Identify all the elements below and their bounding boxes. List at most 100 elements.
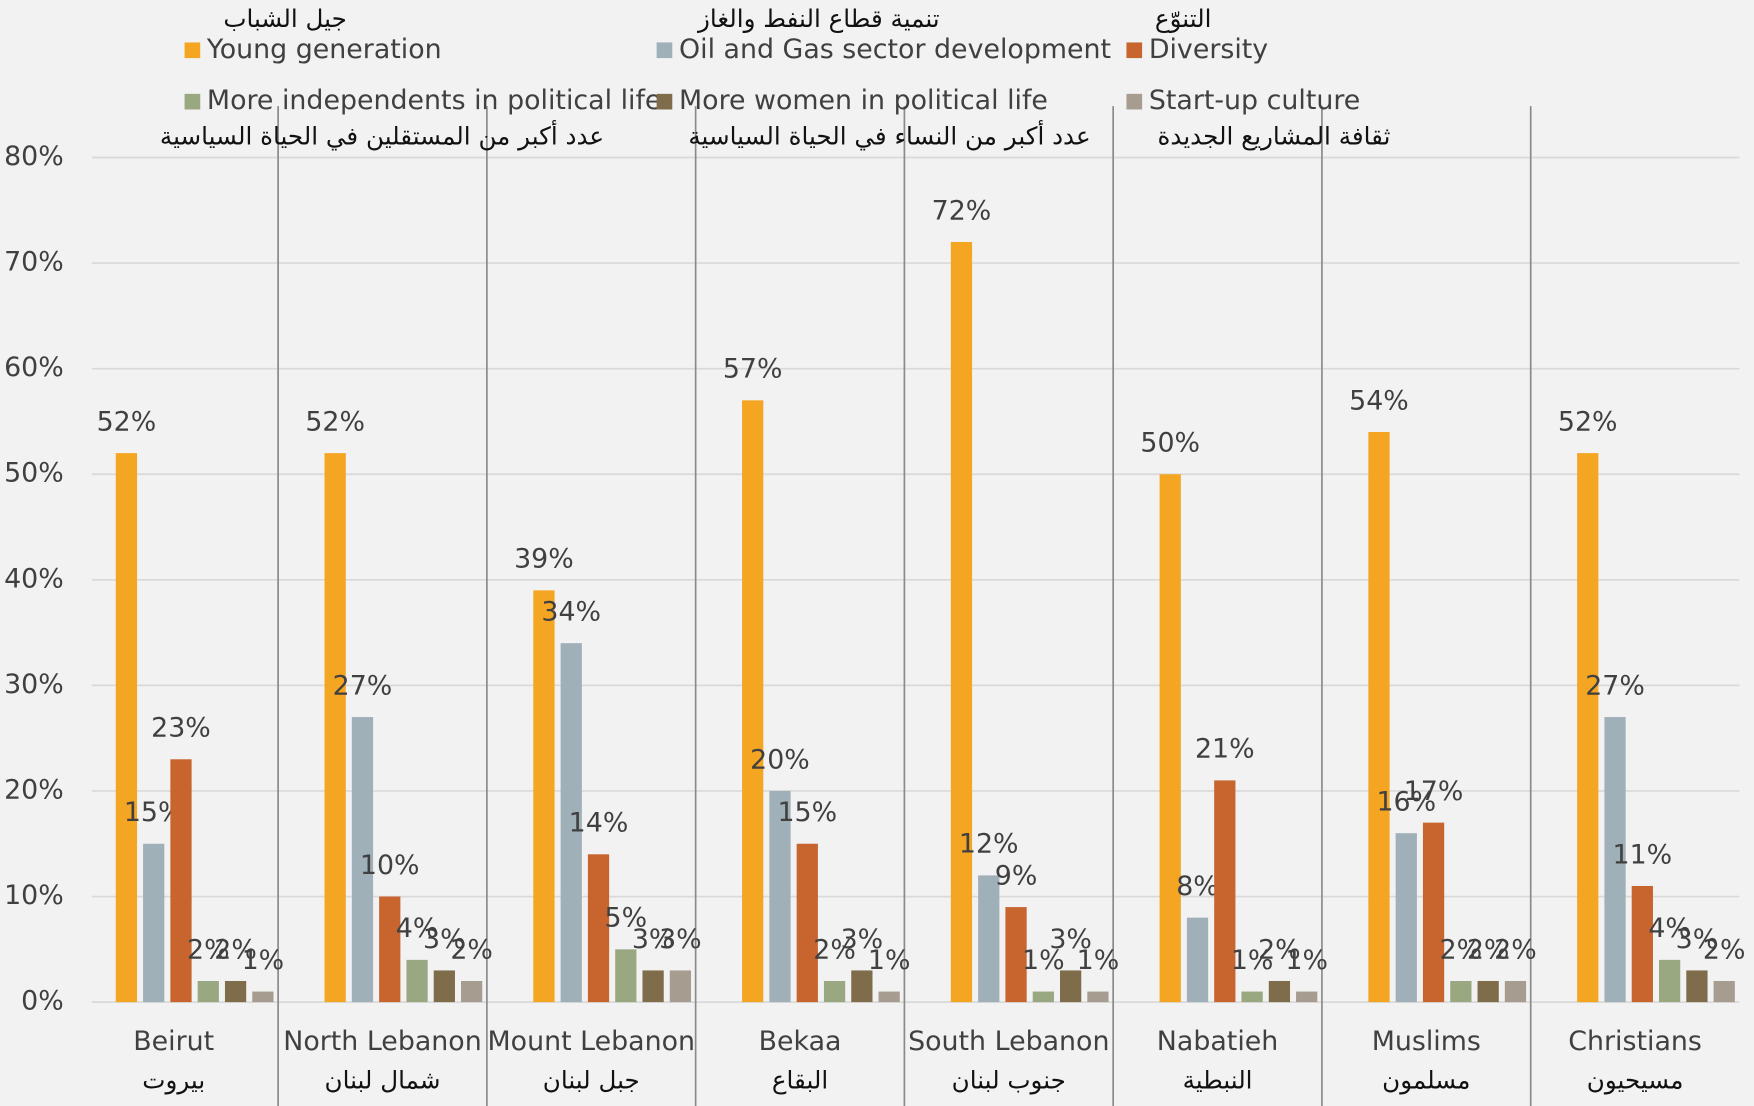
- x-tick-label: Bekaa: [759, 1026, 842, 1057]
- bar: [115, 453, 138, 1003]
- bar: [1005, 907, 1027, 1003]
- y-tick-label: 10%: [4, 880, 64, 911]
- bar: [1659, 959, 1681, 1003]
- x-tick-label: Christians: [1568, 1026, 1702, 1057]
- data-label: 27%: [1585, 670, 1645, 701]
- data-label: 2%: [1703, 934, 1746, 965]
- legend-label-ar: جيل الشباب: [223, 4, 346, 33]
- legend-label: Start-up culture: [1149, 85, 1360, 116]
- x-tick-label-ar: النبطية: [1183, 1065, 1253, 1094]
- data-label: 52%: [1558, 406, 1618, 437]
- data-label: 8%: [1176, 871, 1219, 902]
- bar: [170, 759, 192, 1003]
- legend-label: Oil and Gas sector development: [679, 34, 1111, 65]
- data-label: 52%: [97, 406, 157, 437]
- bar: [950, 241, 973, 1003]
- data-label: 34%: [541, 597, 601, 628]
- data-label: 72%: [932, 195, 992, 226]
- bar: [1060, 970, 1082, 1003]
- y-tick-label: 80%: [4, 141, 64, 172]
- bar: [351, 717, 374, 1003]
- data-label: 11%: [1613, 839, 1673, 870]
- data-label: 3%: [632, 924, 675, 955]
- bar: [1087, 991, 1109, 1003]
- bar: [197, 980, 219, 1003]
- legend-label-ar: عدد أكبر من النساء في الحياة السياسية: [688, 119, 1090, 150]
- bar: [1368, 432, 1390, 1003]
- bar: [1032, 991, 1054, 1003]
- bar: [1450, 980, 1472, 1003]
- x-tick-label: Beirut: [133, 1026, 214, 1057]
- data-label: 2%: [1258, 934, 1301, 965]
- data-label: 2%: [187, 934, 230, 965]
- legend-swatch: [656, 93, 673, 110]
- bar: [1268, 980, 1291, 1003]
- data-label: 4%: [396, 913, 439, 944]
- bar: [560, 643, 582, 1003]
- legend-swatch: [1126, 93, 1143, 110]
- bar: [978, 875, 1000, 1003]
- bar: [1159, 474, 1181, 1003]
- data-label: 39%: [514, 544, 574, 575]
- bar: [533, 590, 555, 1003]
- x-tick-label: South Lebanon: [908, 1026, 1109, 1057]
- bar: [642, 970, 664, 1003]
- x-tick-label-ar: مسيحيون: [1587, 1065, 1684, 1094]
- data-label: 2%: [1467, 934, 1510, 965]
- bar: [1477, 980, 1499, 1003]
- data-label: 27%: [333, 670, 393, 701]
- legend-label-ar: التنوّع: [1155, 4, 1212, 33]
- bar: [224, 980, 247, 1003]
- data-label: 16%: [1376, 787, 1436, 818]
- bar: [1186, 917, 1209, 1003]
- bar: [433, 970, 455, 1003]
- bar: [461, 980, 483, 1003]
- bar: [823, 980, 846, 1003]
- data-label: 54%: [1349, 385, 1409, 416]
- bar: [769, 790, 791, 1003]
- bar: [851, 970, 873, 1003]
- bar: [1604, 717, 1626, 1003]
- data-label: 1%: [1022, 945, 1065, 976]
- data-label: 3%: [423, 924, 466, 955]
- bar: [1422, 822, 1445, 1003]
- bar: [1577, 453, 1599, 1003]
- bar: [742, 400, 764, 1003]
- legend-swatch: [184, 93, 201, 110]
- bar: [406, 959, 428, 1003]
- bar: [252, 991, 274, 1003]
- data-label: 10%: [360, 850, 420, 881]
- x-tick-label-ar: جبل لبنان: [543, 1065, 640, 1094]
- x-tick-label-ar: البقاع: [772, 1065, 828, 1094]
- data-label: 17%: [1404, 776, 1464, 807]
- data-label: 3%: [659, 924, 702, 955]
- data-label: 2%: [214, 934, 257, 965]
- legend-label-ar: ثقافة المشاريع الجديدة: [1158, 121, 1391, 150]
- bar: [669, 970, 692, 1003]
- data-label: 21%: [1195, 734, 1255, 765]
- data-label: 12%: [959, 829, 1019, 860]
- bar: [1713, 980, 1735, 1003]
- x-tick-label-ar: مسلمون: [1382, 1065, 1470, 1094]
- data-label: 15%: [777, 797, 837, 828]
- bar: [1214, 780, 1236, 1003]
- data-label: 2%: [1440, 934, 1483, 965]
- x-tick-label-ar: جنوب لبنان: [952, 1065, 1066, 1094]
- y-tick-label: 70%: [4, 247, 64, 278]
- data-label: 3%: [1676, 924, 1719, 955]
- data-label: 20%: [750, 744, 810, 775]
- bar: [615, 949, 637, 1003]
- legend-label: Diversity: [1149, 34, 1268, 65]
- data-label: 14%: [569, 808, 629, 839]
- y-tick-label: 20%: [4, 774, 64, 805]
- bar: [1504, 980, 1527, 1003]
- data-label: 2%: [813, 934, 856, 965]
- data-label: 50%: [1140, 428, 1200, 459]
- data-label: 1%: [1077, 945, 1120, 976]
- y-tick-label: 60%: [4, 352, 64, 383]
- data-label: 1%: [1285, 945, 1328, 976]
- legend-label-ar: عدد أكبر من المستقلين في الحياة السياسية: [160, 119, 604, 150]
